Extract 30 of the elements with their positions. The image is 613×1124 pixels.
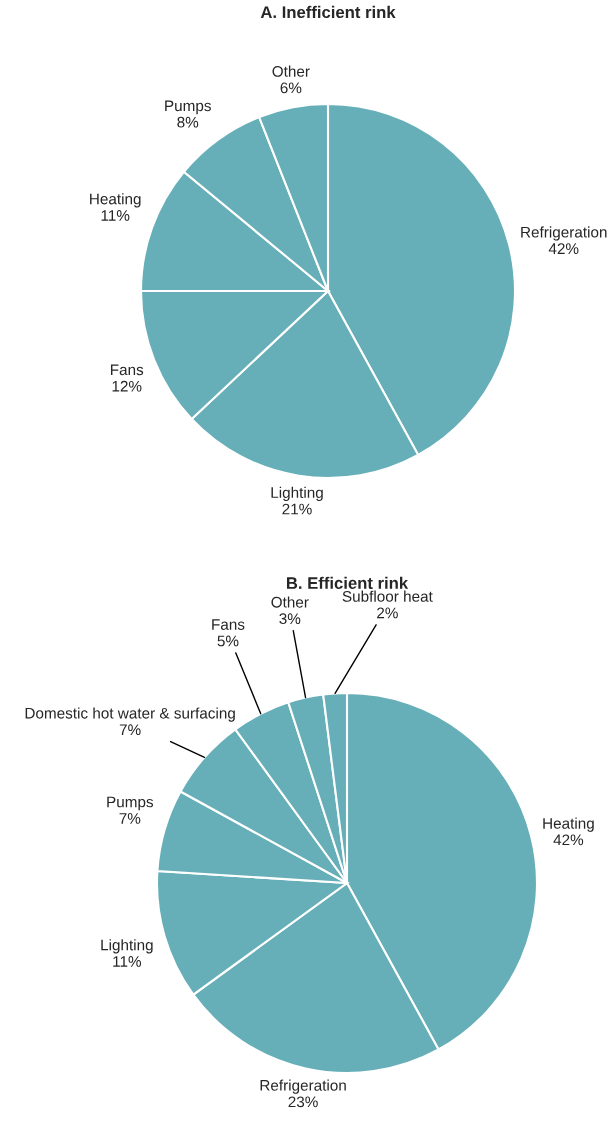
data-label: 5% [217,635,239,647]
slice-label: Lighting [271,486,323,502]
slice-label: Fans [212,619,245,630]
slice-label: Fans [110,364,144,376]
slice-label: Refrigeration [521,226,607,241]
data-label: 11% [101,210,130,221]
data-label: 7% [119,813,141,824]
slice-label: Domestic hot water & surfacing [25,707,235,722]
data-label: 6% [280,82,302,94]
data-label: 42% [548,243,579,254]
data-label: 12% [112,380,142,392]
slice-label: Pumps [165,100,211,115]
slice-label: Pumps [107,796,154,811]
data-label: 21% [282,503,312,515]
slice-label: Heating [543,817,594,832]
slice-label: Subfloor heat [342,590,433,602]
data-label: 42% [553,834,584,846]
chart-title: B. Efficient rink [287,576,409,589]
data-label: 23% [288,1096,318,1108]
slice-label: Other [271,596,309,608]
data-label: 11% [113,956,142,967]
data-label: 3% [279,613,301,625]
chart-title: A. Inefficient rink [260,5,396,19]
slice-label: Other [272,65,310,77]
data-label: 2% [377,607,398,619]
data-label: 8% [177,116,199,128]
slice-label: Refrigeration [260,1079,346,1094]
data-label: 7% [119,724,141,736]
slice-label: Heating [90,193,141,208]
slice-label: Lighting [101,939,153,954]
